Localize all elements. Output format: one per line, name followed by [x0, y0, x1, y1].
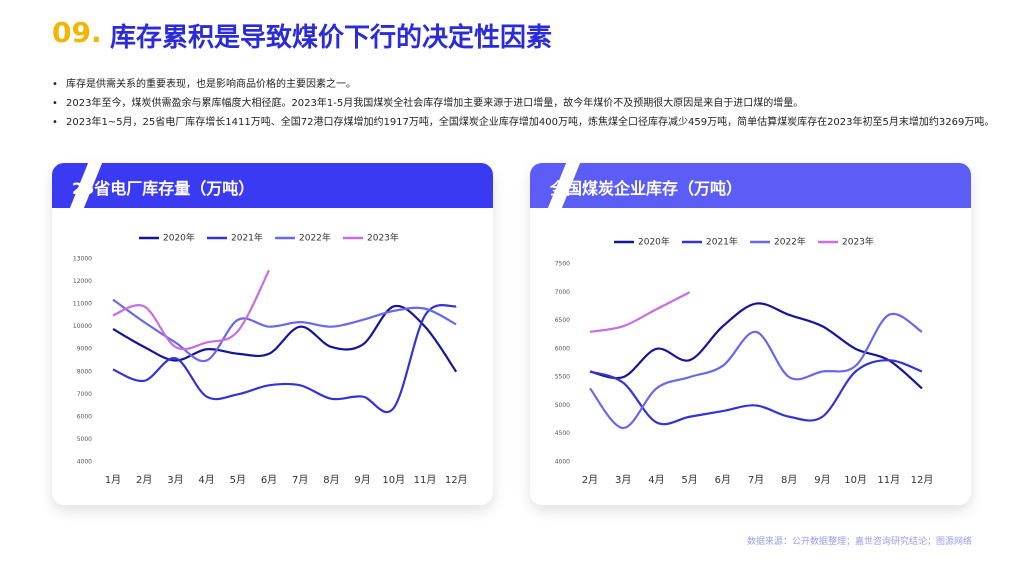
x-tick-label: 10月 [844, 474, 867, 486]
chart-card: 全国煤炭企业库存（万吨） 4000 4500 5000 5500 6000 6500 700… [530, 163, 971, 505]
chart-title: 25省电厂库存量（万吨） [72, 179, 255, 198]
y-tick-label: 13000 [73, 256, 92, 263]
section-number: 09. [52, 16, 102, 49]
x-tick-label: 5月 [230, 474, 246, 486]
bullet: 2023年1~5月，25省电厂库存增长1411万吨、全国72港口存煤增加约191… [52, 113, 996, 132]
card-header: 25省电厂库存量（万吨） [52, 163, 493, 218]
card-header: 全国煤炭企业库存（万吨） [530, 163, 971, 218]
y-tick-label: 5500 [555, 374, 570, 381]
x-tick-label: 4月 [198, 474, 214, 486]
x-tick-label: 5月 [681, 474, 697, 486]
y-tick-label: 4000 [555, 459, 570, 466]
y-tick-label: 5000 [555, 402, 570, 409]
legend-label: 2023年 [367, 232, 399, 244]
y-tick-label: 4500 [555, 430, 570, 437]
chart-title: 全国煤炭企业库存（万吨） [550, 179, 743, 198]
y-tick-label: 12000 [73, 278, 92, 285]
series-line [112, 304, 457, 414]
series-line [589, 359, 923, 426]
x-tick-label: 4月 [648, 474, 664, 486]
legend-label: 2020年 [163, 232, 195, 244]
series-line [589, 291, 691, 333]
x-tick-label: 9月 [354, 474, 370, 486]
legend-label: 2022年 [774, 236, 806, 248]
bullet: 2023年至今，煤炭供需盈余与累库幅度大相径庭。2023年1-5月我国煤炭全社会… [52, 94, 996, 113]
series-line [112, 304, 458, 373]
series-line [589, 302, 923, 390]
y-tick-label: 6000 [77, 413, 92, 420]
y-tick-label: 10000 [73, 323, 92, 330]
x-tick-label: 10月 [382, 474, 405, 486]
x-tick-label: 2月 [582, 474, 598, 486]
y-tick-label: 7500 [555, 261, 570, 268]
chart: 4000 5000 6000 7000 8000 9000 10000 11000 12000 1… [73, 232, 468, 487]
series-line [589, 312, 923, 430]
x-tick-label: 7月 [292, 474, 308, 486]
y-tick-label: 5000 [77, 436, 92, 443]
chart: 4000 4500 5000 5500 6000 6500 7000 7500 2月 3月 4月 5月… [555, 236, 934, 487]
x-tick-label: 6月 [261, 474, 277, 486]
x-tick-label: 1月 [105, 474, 121, 486]
bullet: 库存是供需关系的重要表现，也是影响商品价格的主要因素之一。 [52, 75, 996, 94]
y-tick-label: 11000 [73, 301, 92, 308]
series-line [112, 298, 457, 363]
x-tick-label: 6月 [715, 474, 731, 486]
y-tick-label: 4000 [77, 459, 92, 466]
legend-label: 2020年 [638, 236, 670, 248]
x-tick-label: 12月 [911, 474, 934, 486]
legend-label: 2021年 [706, 236, 738, 248]
x-tick-label: 8月 [781, 474, 797, 486]
y-tick-label: 9000 [77, 346, 92, 353]
x-tick-label: 11月 [414, 474, 437, 486]
x-tick-label: 3月 [167, 474, 183, 486]
x-tick-label: 8月 [323, 474, 339, 486]
legend-label: 2022年 [299, 232, 331, 244]
series-line [112, 269, 270, 351]
y-tick-label: 7000 [555, 289, 570, 296]
x-tick-label: 3月 [615, 474, 631, 486]
chart-card: 25省电厂库存量（万吨） 4000 5000 6000 7000 8000 9000 100… [52, 163, 493, 505]
x-tick-label: 2月 [136, 474, 152, 486]
y-tick-label: 6000 [555, 345, 570, 352]
y-tick-label: 8000 [77, 368, 92, 375]
slide-title: 库存累积是导致煤价下行的决定性因素 [110, 23, 553, 53]
x-tick-label: 12月 [445, 474, 468, 486]
source-note: 数据来源：公开数据整理；嘉世咨询研究结论；图源网络 [746, 537, 972, 547]
x-tick-label: 11月 [877, 474, 900, 486]
y-tick-label: 6500 [555, 317, 570, 324]
x-tick-label: 9月 [814, 474, 830, 486]
legend-label: 2021年 [231, 232, 263, 244]
x-tick-label: 7月 [748, 474, 764, 486]
legend-label: 2023年 [842, 236, 874, 248]
y-tick-label: 7000 [77, 391, 92, 398]
